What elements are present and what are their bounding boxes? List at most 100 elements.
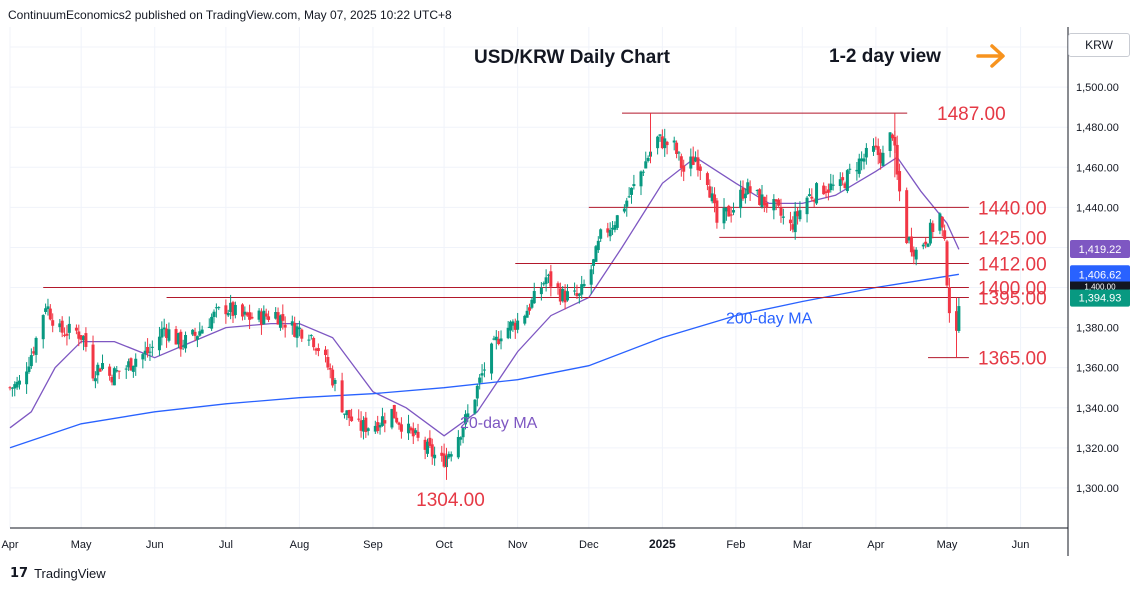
x-tick-label: 2025 (649, 537, 676, 551)
candle-body (663, 138, 667, 149)
candle-body (573, 290, 577, 292)
candle-body (909, 236, 913, 253)
candle-body (426, 441, 430, 454)
x-tick-label: Jul (219, 539, 233, 551)
candle-body (442, 453, 446, 467)
candle-body (347, 409, 351, 419)
candle-body (857, 158, 861, 174)
candle-body (328, 368, 332, 370)
candle-body (29, 355, 33, 367)
candle-body (772, 199, 776, 211)
level-label: 1395.00 (978, 289, 1047, 310)
candle-body (940, 216, 944, 228)
currency-selector[interactable]: KRW (1068, 33, 1130, 57)
candle-body (373, 425, 377, 432)
candle-body (207, 326, 211, 328)
candle-body (530, 299, 534, 308)
candle-body (713, 194, 717, 204)
candle-body (838, 179, 842, 186)
candle-body (110, 376, 114, 383)
y-tick-label: 1,460.00 (1076, 162, 1119, 174)
candle-body (112, 368, 116, 386)
candle-body (148, 351, 152, 353)
candle-body (658, 134, 662, 136)
candle-body (250, 316, 254, 319)
candle-body (494, 336, 498, 341)
candle-body (509, 321, 513, 331)
candle-body (283, 324, 287, 328)
candle-body (625, 200, 629, 207)
grid-lines (9, 27, 1068, 528)
candle-body (627, 196, 631, 198)
candle-body (888, 132, 892, 151)
candle-body (150, 346, 154, 348)
candle-body (440, 452, 444, 456)
y-tick-label: 1,360.00 (1076, 363, 1119, 375)
candle-body (516, 320, 520, 330)
candle-body (449, 454, 453, 457)
candle-body (312, 337, 316, 348)
candle-body (141, 354, 145, 360)
candle-body (544, 277, 548, 284)
candle-body (565, 291, 569, 301)
candle-body (931, 223, 935, 232)
low-label: 1304.00 (416, 490, 485, 511)
candle-body (399, 424, 403, 432)
candle-body (46, 306, 50, 310)
price-label-box (1070, 288, 1130, 307)
candle-body (765, 202, 769, 208)
candle-body (383, 420, 387, 424)
candle-body (231, 302, 235, 316)
price-label: 1,419.22 (1079, 244, 1122, 256)
candle-body (698, 166, 702, 171)
price-label-box (1070, 240, 1130, 259)
candle-body (461, 428, 465, 438)
candle-body (276, 312, 280, 325)
candle-body (93, 378, 97, 382)
x-tick-label: Feb (726, 539, 745, 551)
candle-body (129, 358, 133, 371)
candle-body (98, 368, 102, 372)
candle-body (596, 240, 600, 251)
candle-body (345, 410, 349, 416)
candle-body (8, 387, 12, 389)
candle-body (60, 320, 64, 333)
candle-body (91, 344, 95, 379)
x-tick-label: Apr (867, 539, 884, 551)
candle-body (758, 189, 762, 205)
candle-body (380, 416, 384, 426)
candle-body (715, 200, 719, 223)
candle-body (157, 336, 161, 351)
tradingview-logo-icon: 17 (10, 566, 29, 581)
x-tick-label: Jun (1012, 539, 1030, 551)
tradingview-footer[interactable]: 17 TradingView (10, 566, 106, 581)
candle-body (193, 331, 197, 336)
candle-body (656, 136, 660, 149)
candle-body (15, 381, 19, 388)
candle-body (879, 152, 883, 164)
x-tick-label: May (71, 539, 92, 551)
candle-body (497, 339, 501, 345)
y-tick-label: 1,300.00 (1076, 483, 1119, 495)
candle-body (214, 307, 218, 309)
x-tick-label: May (937, 539, 958, 551)
candle-body (179, 331, 183, 350)
candle-body (229, 302, 233, 313)
candle-body (646, 157, 650, 161)
candle-body (115, 370, 119, 372)
candle-body (611, 227, 615, 230)
candle-body (563, 290, 567, 303)
candle-body (606, 228, 610, 233)
candle-body (259, 311, 263, 326)
candle-body (44, 308, 48, 312)
candle-body (561, 289, 565, 301)
candle-body (741, 187, 745, 199)
candle-body (74, 327, 78, 331)
candle-body (297, 327, 301, 330)
candle-body (267, 316, 271, 320)
candle-body (257, 310, 261, 320)
chart-labels: 1487.00 1440.00 1425.00 1412.00 1400.001395.… (416, 46, 1047, 511)
candle-body (245, 312, 249, 316)
candle-body (592, 259, 596, 266)
